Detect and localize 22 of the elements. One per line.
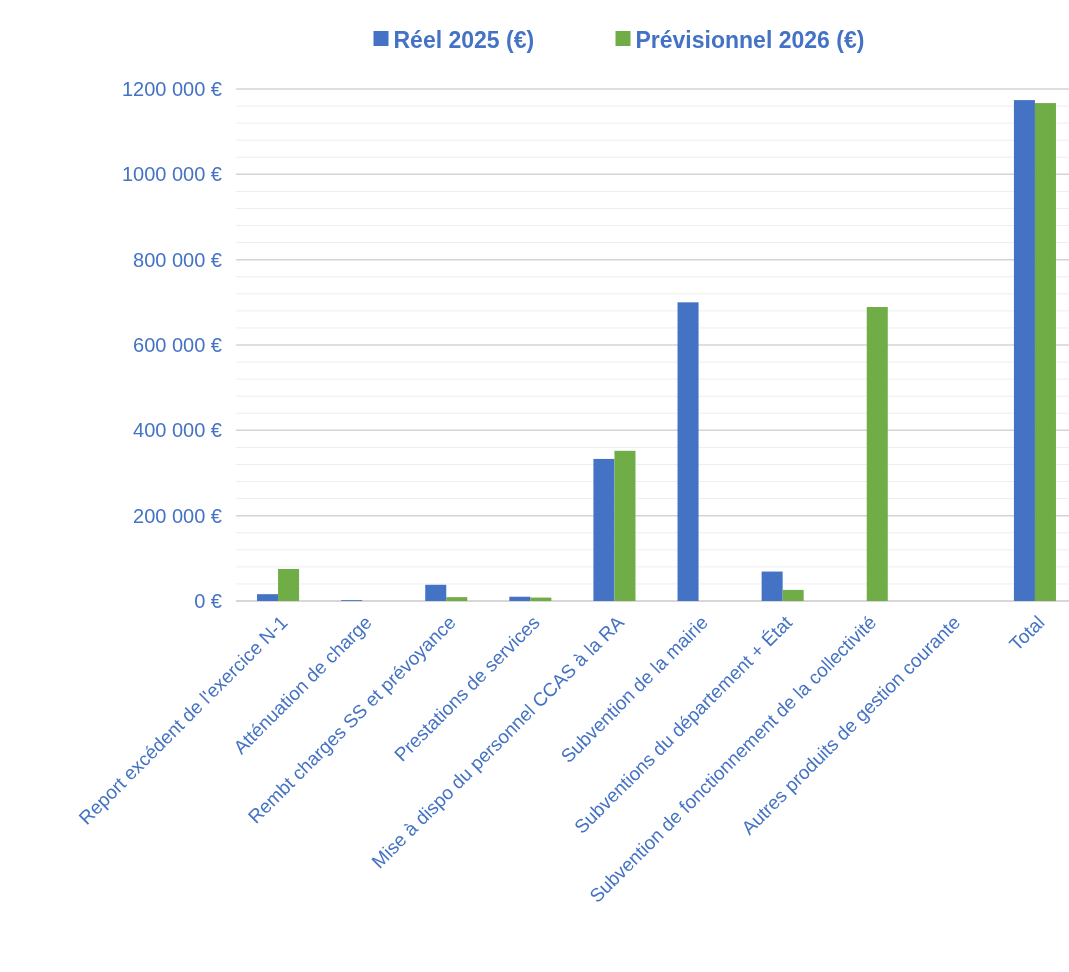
y-tick-label: 1200 000 € bbox=[121, 78, 222, 100]
bar bbox=[677, 302, 699, 601]
legend-label: Réel 2025 (€) bbox=[393, 27, 535, 54]
legend-label: Prévisionnel 2026 (€) bbox=[635, 27, 865, 54]
bar bbox=[866, 307, 888, 601]
y-tick-label: 800 000 € bbox=[133, 248, 222, 271]
bar bbox=[446, 597, 468, 601]
bar bbox=[614, 450, 636, 601]
y-tick-label: 0 € bbox=[194, 590, 222, 612]
y-tick-label: 400 000 € bbox=[133, 419, 222, 442]
bar bbox=[593, 458, 615, 601]
bar bbox=[761, 571, 783, 601]
y-tick-label: 1000 000 € bbox=[121, 163, 222, 186]
bar bbox=[257, 594, 279, 601]
y-tick-label: 200 000 € bbox=[133, 504, 222, 527]
y-tick-label: 600 000 € bbox=[133, 334, 222, 356]
bar bbox=[509, 596, 531, 601]
bar bbox=[1013, 100, 1035, 601]
bar bbox=[425, 584, 447, 601]
bar bbox=[1034, 103, 1056, 601]
bar bbox=[782, 589, 804, 601]
bar bbox=[278, 569, 300, 601]
